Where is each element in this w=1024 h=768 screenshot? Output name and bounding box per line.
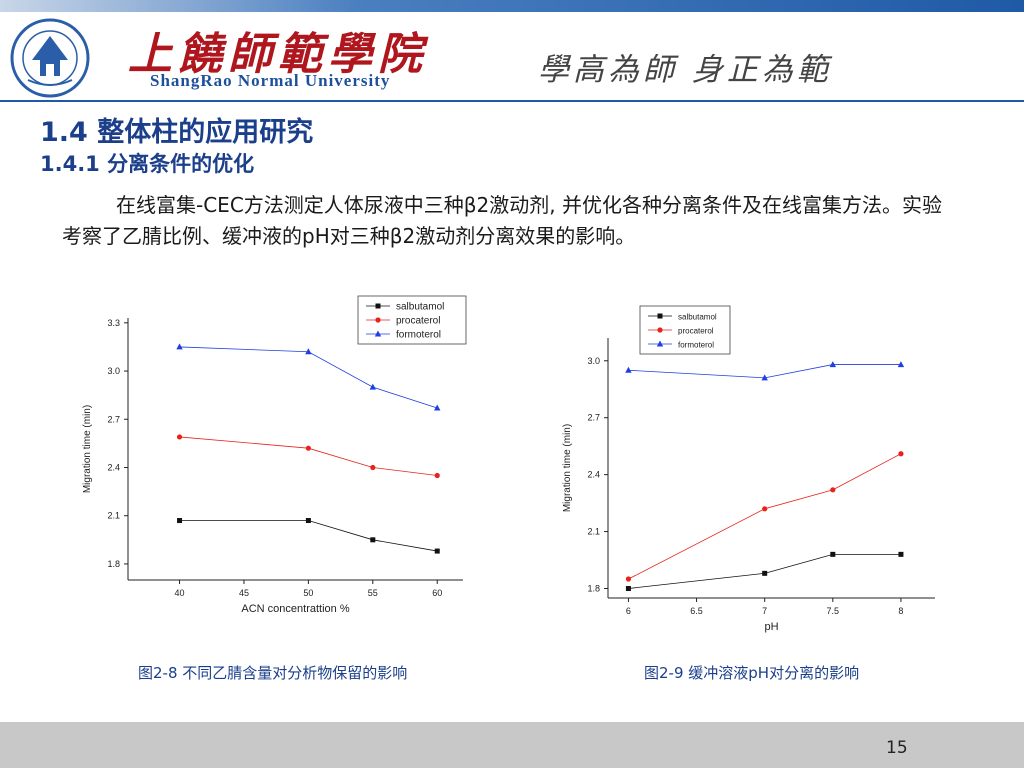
data-point-procaterol <box>305 445 311 451</box>
slide-footer <box>0 722 1024 768</box>
y-axis-label: Migration time (min) <box>82 405 93 493</box>
figure-caption-2-8: 图2-8 不同乙腈含量对分析物保留的影响 <box>138 664 408 682</box>
header-divider <box>0 100 1024 102</box>
y-tick-label: 3.0 <box>107 366 120 376</box>
data-point-salbutamol <box>177 518 183 524</box>
data-point-formoterol <box>434 404 441 411</box>
university-name-chinese: 上饒師範學院 <box>128 29 428 80</box>
university-motto: 學高為師 身正為範 <box>538 52 832 88</box>
university-seal-icon <box>10 18 90 98</box>
series-salbutamol <box>625 551 904 592</box>
legend-marker <box>375 317 381 323</box>
x-tick-label: 8 <box>898 606 903 616</box>
legend-label-formoterol: formoterol <box>678 341 714 350</box>
legend-label-procaterol: procaterol <box>396 316 440 327</box>
x-tick-label: 40 <box>175 588 185 598</box>
series-line-procaterol <box>628 453 902 580</box>
y-tick-label: 2.1 <box>587 527 600 537</box>
legend-marker <box>374 330 382 337</box>
data-point-formoterol <box>369 383 377 390</box>
body-paragraph: 在线富集-CEC方法测定人体尿液中三种β2激动剂, 并优化各种分离条件及在线富集… <box>62 190 952 252</box>
data-point-formoterol <box>897 361 905 368</box>
y-axis-label: Migration time (min) <box>562 424 573 512</box>
data-point-salbutamol <box>434 548 440 554</box>
x-tick-label: 6 <box>626 606 631 616</box>
x-tick-label: 7.5 <box>827 606 840 616</box>
series-line-procaterol <box>179 436 438 476</box>
y-tick-label: 3.0 <box>587 356 600 366</box>
y-tick-label: 3.3 <box>107 318 120 328</box>
legend-marker <box>375 303 381 309</box>
series-formoterol <box>625 361 905 381</box>
page-number: 15 <box>886 738 908 758</box>
legend-marker <box>656 340 664 347</box>
data-point-formoterol <box>176 343 183 350</box>
legend-marker <box>657 313 663 319</box>
data-point-formoterol <box>625 366 632 373</box>
y-tick-label: 2.1 <box>107 511 120 521</box>
x-tick-label: 50 <box>303 588 313 598</box>
data-point-formoterol <box>305 348 312 355</box>
university-name-english: ShangRao Normal University <box>150 71 391 90</box>
data-point-salbutamol <box>762 570 768 576</box>
data-point-salbutamol <box>898 551 904 557</box>
series-line-salbutamol <box>179 520 438 552</box>
x-axis-label: ACN concentrattion % <box>241 603 349 615</box>
data-point-procaterol <box>830 487 836 493</box>
body-paragraph-text: 在线富集-CEC方法测定人体尿液中三种β2激动剂, 并优化各种分离条件及在线富集… <box>62 193 942 248</box>
data-point-procaterol <box>625 576 632 582</box>
y-tick-label: 1.8 <box>107 559 120 569</box>
data-point-procaterol <box>176 434 183 440</box>
data-point-salbutamol <box>370 537 376 543</box>
legend-label-formoterol: formoterol <box>396 330 441 341</box>
y-tick-label: 1.8 <box>587 584 600 594</box>
series-line-formoterol <box>179 346 438 409</box>
data-point-salbutamol <box>305 518 311 524</box>
legend-marker <box>657 327 663 333</box>
ph-effect-chart: 6 6.5 7 7.5 8 1.8 2.1 2.4 2.7 3.0 pH Migration time… <box>562 305 935 633</box>
x-tick-label: 45 <box>239 588 249 598</box>
x-tick-label: 6.5 <box>690 606 703 616</box>
subsection-heading: 1.4.1 分离条件的优化 <box>40 152 255 176</box>
series-procaterol <box>625 451 904 582</box>
data-point-procaterol <box>762 506 768 512</box>
series-procaterol <box>176 434 440 479</box>
data-point-salbutamol <box>830 551 836 557</box>
series-line-salbutamol <box>628 553 901 589</box>
section-heading: 1.4 整体柱的应用研究 <box>40 117 314 148</box>
series-formoterol <box>176 343 441 411</box>
data-point-formoterol <box>829 361 837 368</box>
acn-concentration-chart: 40 45 50 55 60 1.8 2.1 2.4 2.7 3.0 3.3 ACN concentr… <box>82 295 467 615</box>
series-line-formoterol <box>628 364 901 379</box>
figure-caption-2-9: 图2-9 缓冲溶液pH对分离的影响 <box>644 664 860 682</box>
top-accent-bar <box>0 0 1024 12</box>
slide-header <box>0 12 1024 100</box>
x-axis-label: pH <box>764 621 778 633</box>
chart-legend: salbutamol procaterol formoterol <box>639 305 731 355</box>
data-point-salbutamol <box>625 586 631 592</box>
data-point-formoterol <box>761 374 768 381</box>
data-point-procaterol <box>434 472 440 479</box>
legend-label-salbutamol: salbutamol <box>678 313 717 322</box>
data-point-procaterol <box>898 451 904 457</box>
x-tick-label: 7 <box>762 606 767 616</box>
y-tick-label: 2.4 <box>107 462 120 472</box>
chart-legend: salbutamol procaterol formoterol <box>357 295 467 345</box>
y-tick-label: 2.7 <box>107 414 120 424</box>
data-point-procaterol <box>370 464 376 471</box>
legend-label-procaterol: procaterol <box>678 327 714 336</box>
series-salbutamol <box>177 518 440 554</box>
y-tick-label: 2.4 <box>587 470 600 480</box>
legend-label-salbutamol: salbutamol <box>396 302 444 313</box>
x-tick-label: 60 <box>432 588 442 598</box>
y-tick-label: 2.7 <box>587 413 600 423</box>
x-tick-label: 55 <box>368 588 378 598</box>
